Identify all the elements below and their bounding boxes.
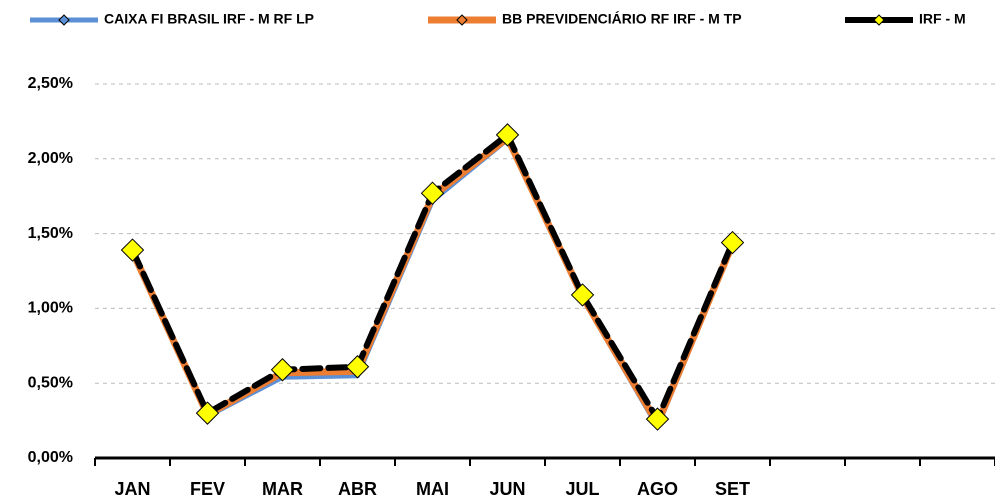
x-tick-label: SET <box>715 479 750 499</box>
x-tick-label: JUN <box>489 479 525 499</box>
point-marker <box>345 355 370 379</box>
x-tick-label: AGO <box>637 479 678 499</box>
point-marker <box>570 283 595 307</box>
point-marker <box>270 358 295 382</box>
y-tick-label: 2,50% <box>28 75 73 92</box>
point-marker <box>495 123 520 147</box>
legend-marker <box>873 14 885 26</box>
x-tick-label: JUL <box>565 479 599 499</box>
y-tick-label: 0,00% <box>28 449 73 466</box>
point-marker <box>120 238 145 262</box>
legend-marker <box>456 14 468 26</box>
y-tick-label: 1,50% <box>28 225 73 242</box>
series-line <box>129 131 736 423</box>
x-tick-label: JAN <box>114 479 150 499</box>
y-tick-label: 2,00% <box>28 150 73 167</box>
x-tick-label: ABR <box>338 479 377 499</box>
legend-label: IRF - M <box>919 11 966 27</box>
point-marker <box>420 181 445 205</box>
point-marker <box>195 401 220 425</box>
series-line <box>129 134 736 428</box>
legend-label: CAIXA FI BRASIL IRF - M RF LP <box>104 11 314 27</box>
x-tick-label: FEV <box>190 479 225 499</box>
legend-marker <box>58 14 70 26</box>
x-tick-label: MAR <box>262 479 303 499</box>
point-marker <box>720 230 745 255</box>
point-marker <box>645 407 670 431</box>
x-tick-label: MAI <box>416 479 449 499</box>
legend-label: BB PREVIDENCIÁRIO RF IRF - M TP <box>502 11 742 27</box>
y-tick-label: 0,50% <box>28 374 73 391</box>
y-tick-label: 1,00% <box>28 300 73 317</box>
